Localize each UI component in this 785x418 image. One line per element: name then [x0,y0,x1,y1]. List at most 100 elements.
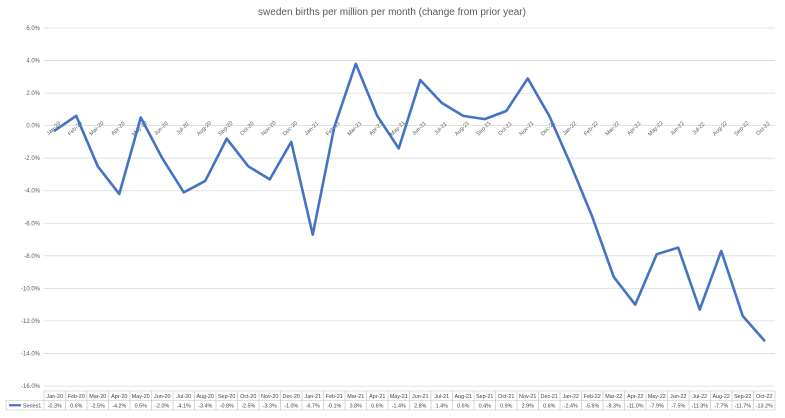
x-tick-label: Mar-20 [89,121,106,138]
table-header-cell: Nov-21 [519,394,536,400]
y-tick-label: -16.0% [21,384,41,390]
table-header-cell: Oct-22 [756,394,772,400]
table-header-cell: Sep-21 [476,394,493,400]
x-tick-label: Jan-22 [562,121,578,137]
table-header-cell: May-21 [390,394,408,400]
table-header-cell: Jul-20 [176,394,191,400]
table-header-cell: Sep-22 [734,394,751,400]
table-header-cell: Oct-20 [240,394,256,400]
table-value-cell: -0.1% [327,403,341,409]
table-value-cell: -7.9% [650,403,664,409]
table-value-cell: 0.9% [500,403,512,409]
table-header-cell: May-22 [648,394,666,400]
x-tick-label: Aug-20 [196,120,213,137]
table-header-cell: May-20 [132,394,150,400]
table-value-cell: -2.5% [241,403,255,409]
x-tick-label: Jul-20 [176,121,191,136]
x-tick-label: Jan-21 [304,121,320,137]
x-tick-label: Sep-22 [734,120,751,137]
table-value-cell: -11.7% [734,403,751,409]
table-header-cell: Mar-21 [347,394,364,400]
x-axis-tick-labels: Jan-20 Feb-20 Mar-20 Apr-20 May-20 Jun-20 Jul-… [46,120,772,137]
table-value-cell: -6.7% [306,403,320,409]
x-tick-label: Oct-21 [497,121,513,137]
x-tick-label: Mar-21 [347,121,364,138]
series-line [53,62,766,342]
table-value-cell: -11.3% [691,403,708,409]
x-tick-label: Nov-20 [261,120,278,137]
y-tick-label: -8.0% [24,254,40,260]
table-header-cell: Jan-22 [563,394,579,400]
table-value-cell: 1.4% [436,403,448,409]
y-tick-label: 2.0% [26,91,40,97]
table-header-cell: Jan-20 [47,394,63,400]
table-value-cell: -2.0% [155,403,169,409]
table-value-cell: 2.8% [414,403,426,409]
table-header-cell: Aug-21 [455,394,472,400]
y-tick-label: -6.0% [24,221,40,227]
table-value-cell: -1.0% [284,403,298,409]
table-header-cell: Apr-22 [627,394,643,400]
x-tick-label: Mar-22 [605,121,622,138]
table-value-cell: -13.2% [756,403,773,409]
table-value-cell: -11.0% [627,403,644,409]
table-value-cell: -3.3% [263,403,277,409]
table-header-cell: Dec-21 [541,394,558,400]
table-value-cell: -5.6% [585,403,599,409]
table-value-cell: -3.4% [198,403,212,409]
y-tick-label: 0.0% [26,124,40,130]
table-value-cell: -4.1% [177,403,191,409]
table-header-cell: Jul-21 [434,394,449,400]
x-tick-label: Nov-21 [519,120,536,137]
table-header-cell: Jun-22 [670,394,686,400]
table-header-cell: Apr-21 [369,394,385,400]
table-value-cell: 0.6% [70,403,82,409]
y-tick-label: -2.0% [24,156,40,162]
table-header-cell: Jun-21 [412,394,428,400]
x-tick-label: Jul-21 [434,121,449,136]
y-tick-label: -12.0% [21,319,41,325]
table-header-cell: Jul-22 [692,394,707,400]
table-header-cell: Mar-20 [89,394,106,400]
table-value-cell: -2.5% [91,403,105,409]
table-header-cell: Feb-20 [68,394,85,400]
y-tick-label: 6.0% [26,26,40,32]
table-value-cell: 0.4% [479,403,491,409]
table-header-cell: Nov-20 [261,394,278,400]
table-value-cell: -1.4% [392,403,406,409]
table-value-cell: -7.7% [714,403,728,409]
series-lines [53,62,766,342]
y-tick-label: -10.0% [21,286,41,292]
table-header-cell: Apr-20 [111,394,127,400]
x-tick-label: Jul-22 [692,121,707,136]
x-tick-label: Aug-22 [712,120,729,137]
table-value-cell: 0.6% [371,403,383,409]
table-header-cell: Jun-20 [154,394,170,400]
table-header-cell: Dec-20 [283,394,300,400]
table-header-cell: Feb-22 [584,394,601,400]
chart-title: sweden births per million per month (cha… [258,7,526,18]
table-value-cell: -7.5% [671,403,685,409]
x-tick-label: Jun-22 [669,121,685,137]
table-header-cell: Aug-20 [197,394,214,400]
table-value-cell: -0.3% [48,403,62,409]
table-header-cell: Sep-20 [218,394,235,400]
table-header-cell: Mar-22 [605,394,622,400]
table-value-cell: -0.8% [220,403,234,409]
table-value-cell: 0.5% [135,403,147,409]
x-tick-label: Jun-20 [153,121,169,137]
legend-series-name: Series1 [23,403,41,409]
table-value-cell: 0.6% [457,403,469,409]
x-tick-label: Apr-22 [626,121,642,137]
x-tick-label: May-22 [647,120,664,137]
table-header-cell: Oct-21 [498,394,514,400]
y-tick-label: -4.0% [24,189,40,195]
table-value-cell: -2.4% [564,403,578,409]
x-tick-label: Apr-20 [110,121,126,137]
table-value-cell: 2.9% [522,403,534,409]
table-value-cell: 0.6% [543,403,555,409]
y-axis-tick-labels: -16.0% -14.0% -12.0% -10.0% -8.0% -6.0% -4.0% -… [21,26,41,390]
x-tick-label: Feb-22 [583,121,600,138]
gridlines [44,27,775,387]
table-value-cell: -9.3% [607,403,621,409]
